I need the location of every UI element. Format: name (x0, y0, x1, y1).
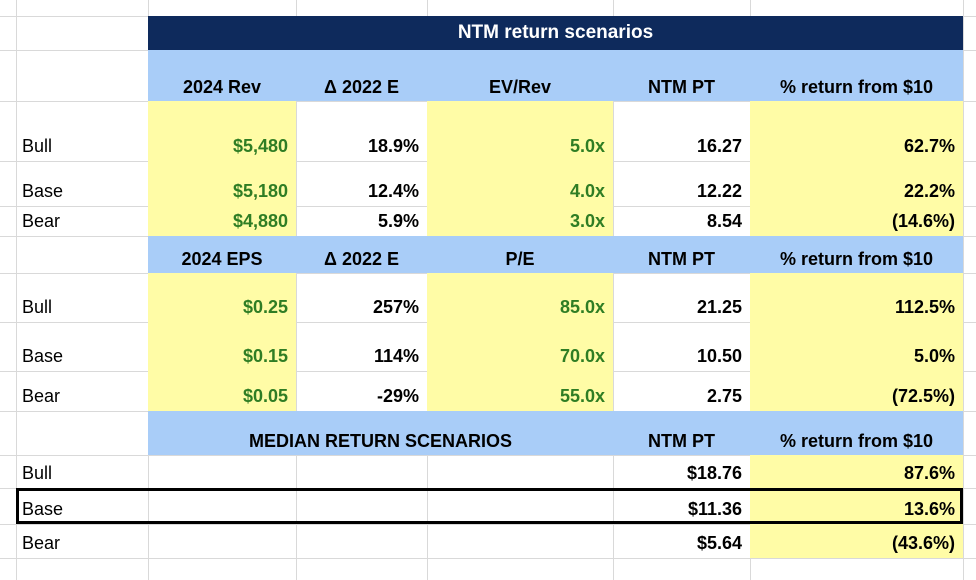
table-cell[interactable]: $0.25 (148, 273, 296, 322)
table-cell[interactable]: $5,180 (148, 161, 296, 206)
row-label[interactable]: Bear (22, 386, 61, 406)
table-cell[interactable]: 2.75 (706, 386, 742, 406)
column-header[interactable]: % return from $10 (779, 77, 934, 97)
row-label[interactable]: Bull (22, 463, 53, 483)
column-header[interactable]: NTM PT (648, 249, 715, 269)
column-header[interactable]: % return from $10 (779, 431, 934, 451)
table-cell[interactable]: 10.50 (696, 346, 742, 366)
column-header[interactable]: NTM PT (648, 431, 715, 451)
table-title-banner: NTM return scenarios (148, 16, 963, 50)
row-label[interactable]: Base (22, 499, 64, 519)
table-cell[interactable]: 85.0x (427, 273, 613, 322)
table-cell[interactable]: 8.54 (706, 211, 742, 231)
table-cell[interactable]: $5,480 (148, 101, 296, 161)
column-header[interactable]: Δ 2022 E (324, 249, 399, 269)
table-cell[interactable]: 5.0% (750, 322, 963, 371)
selected-row-outline (16, 488, 963, 524)
table-cell[interactable]: $0.15 (148, 322, 296, 371)
table-cell[interactable]: 257% (372, 297, 419, 317)
header-fill (148, 411, 963, 455)
column-header[interactable]: P/E (505, 249, 535, 269)
table-cell[interactable]: 70.0x (427, 322, 613, 371)
table-cell[interactable]: $5.64 (696, 533, 742, 553)
table-cell[interactable]: (72.5%) (750, 371, 963, 411)
table-cell[interactable]: $0.05 (148, 371, 296, 411)
table-cell[interactable]: $18.76 (686, 463, 742, 483)
row-label[interactable]: Bear (22, 533, 61, 553)
column-header[interactable]: 2024 Rev (182, 77, 262, 97)
table-cell[interactable]: 112.5% (750, 273, 963, 322)
row-label[interactable]: Bear (22, 211, 61, 231)
table-cell[interactable]: -29% (376, 386, 419, 406)
table-cell[interactable]: $11.36 (687, 499, 742, 519)
table-cell[interactable]: 18.9% (367, 136, 419, 156)
table-cell[interactable]: 13.6% (750, 488, 963, 524)
table-cell[interactable]: 3.0x (427, 206, 613, 236)
row-label[interactable]: Bull (22, 136, 53, 156)
column-header[interactable]: % return from $10 (779, 249, 934, 269)
column-header[interactable]: NTM PT (648, 77, 715, 97)
table-cell[interactable]: 114% (373, 346, 419, 366)
table-cell[interactable]: 5.9% (377, 211, 419, 231)
table-cell[interactable]: 16.27 (696, 136, 742, 156)
table-cell[interactable]: 21.25 (696, 297, 742, 317)
median-header-label[interactable]: MEDIAN RETURN SCENARIOS (248, 431, 512, 451)
column-header[interactable]: 2024 EPS (181, 249, 263, 269)
header-fill (148, 50, 963, 101)
table-cell[interactable]: 5.0x (427, 101, 613, 161)
table-cell[interactable]: 12.4% (367, 181, 419, 201)
table-cell[interactable]: $4,880 (148, 206, 296, 236)
column-header[interactable]: Δ 2022 E (324, 77, 399, 97)
table-cell[interactable]: 87.6% (750, 455, 963, 488)
table-cell[interactable]: (43.6%) (750, 524, 963, 558)
table-cell[interactable]: 55.0x (427, 371, 613, 411)
table-cell[interactable]: 62.7% (750, 101, 963, 161)
header-fill (148, 236, 963, 273)
row-label[interactable]: Base (22, 346, 64, 366)
table-cell[interactable]: 22.2% (750, 161, 963, 206)
table-cell[interactable]: (14.6%) (750, 206, 963, 236)
table-cell[interactable]: 4.0x (427, 161, 613, 206)
table-cell[interactable]: 12.22 (696, 181, 742, 201)
row-label[interactable]: Base (22, 181, 64, 201)
column-header[interactable]: EV/Rev (488, 77, 552, 97)
row-label[interactable]: Bull (22, 297, 53, 317)
